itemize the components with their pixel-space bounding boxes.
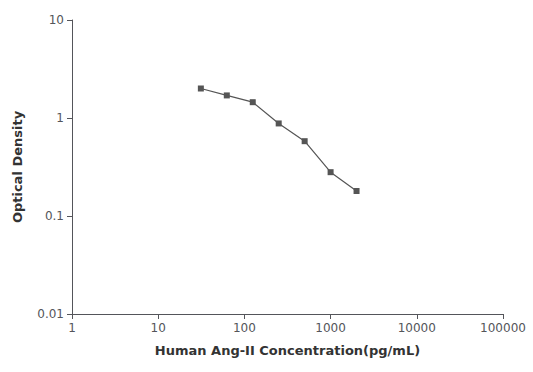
svg-text:1: 1 (68, 321, 76, 335)
svg-text:10: 10 (151, 321, 166, 335)
svg-text:Optical Density: Optical Density (10, 110, 25, 223)
svg-text:1: 1 (56, 111, 64, 125)
svg-text:Human Ang-II Concentration(pg/: Human Ang-II Concentration(pg/mL) (155, 343, 420, 358)
svg-text:0.1: 0.1 (45, 209, 64, 223)
svg-text:100000: 100000 (480, 321, 526, 335)
svg-text:1000: 1000 (315, 321, 346, 335)
svg-text:0.01: 0.01 (37, 307, 64, 321)
svg-text:10000: 10000 (398, 321, 436, 335)
svg-text:10: 10 (49, 13, 64, 27)
svg-text:100: 100 (233, 321, 256, 335)
